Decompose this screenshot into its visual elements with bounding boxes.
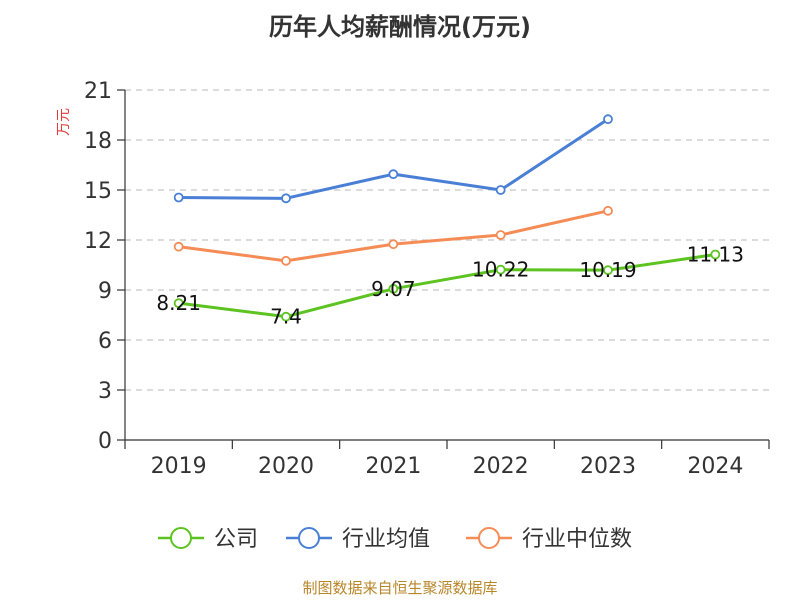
y-tick-label: 18 [84,129,112,154]
y-tick-label: 0 [98,429,112,454]
data-label: 10.19 [579,258,636,282]
data-point[interactable] [281,193,291,204]
x-tick-label: 2024 [687,454,743,479]
data-point[interactable] [173,241,184,252]
source-note: 制图数据来自恒生聚源数据库 [302,579,497,597]
legend-marker [298,527,320,549]
y-tick-label: 3 [98,379,112,404]
series-line [177,253,717,319]
x-tick-label: 2020 [258,454,314,479]
data-point[interactable] [281,311,291,322]
data-point[interactable] [388,239,399,250]
x-tick-label: 2019 [151,454,207,479]
legend[interactable]: 公司 行业均值 行业中位数 [158,527,632,552]
legend-label: 行业中位数 [522,527,632,552]
data-label: 10.22 [472,258,529,282]
data-point[interactable] [603,265,613,276]
data-label: 9.07 [371,277,416,301]
series-line [177,117,610,200]
data-point[interactable] [281,255,291,266]
series-line [177,209,610,263]
legend-item[interactable]: 行业中位数 [466,527,632,552]
legend-label: 行业均值 [342,527,430,552]
y-tick-label: 21 [84,79,112,104]
legend-item[interactable]: 行业均值 [286,527,430,552]
legend-item[interactable]: 公司 [158,527,258,552]
data-point[interactable] [388,169,399,180]
data-point[interactable] [495,230,506,240]
x-tick-label: 2022 [473,454,529,479]
y-axis-label: 万元 [56,108,72,136]
y-tick-label: 15 [84,179,112,204]
data-point[interactable] [603,205,613,216]
legend-marker [170,527,192,549]
data-point[interactable] [495,185,506,195]
legend-label: 公司 [214,527,258,552]
x-tick-label: 2021 [365,454,421,479]
data-point[interactable] [388,283,399,294]
y-tick-label: 12 [84,229,112,254]
series-group [173,114,721,322]
axes: 0 3 6 9 12 15 18 21 2019 2020 2021 2022 2023 2024 [84,79,770,479]
data-label: 8.21 [156,291,201,315]
chart-title: 历年人均薪酬情况(万元) [269,13,531,41]
data-point[interactable] [173,298,184,309]
data-point[interactable] [603,114,613,125]
data-point[interactable] [495,264,506,275]
y-tick-label: 6 [98,329,112,354]
data-label: 11.13 [687,243,744,267]
x-tick-label: 2023 [580,454,636,479]
data-labels: 8.21 7.4 9.07 10.22 10.19 11.13 [156,243,744,329]
data-point[interactable] [173,192,184,203]
data-label: 7.4 [270,305,302,329]
legend-marker [478,527,500,549]
y-tick-label: 9 [98,279,112,304]
data-point[interactable] [710,249,721,260]
